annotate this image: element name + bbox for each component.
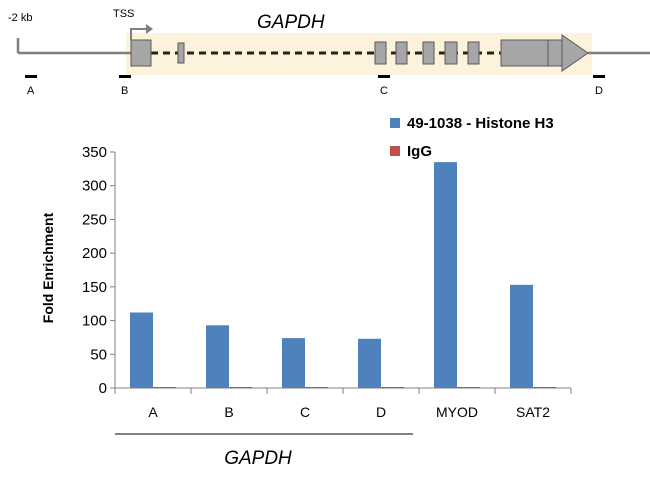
exon-4 — [395, 41, 408, 65]
y-tick-label: 100 — [82, 313, 107, 330]
y-tick-label: 300 — [82, 178, 107, 195]
x-category-label: MYOD — [436, 404, 478, 420]
gene-name: GAPDH — [257, 12, 325, 33]
y-axis-ticks: 0 50 100 150 200 250 300 350 — [82, 144, 115, 397]
exon-6 — [444, 41, 458, 65]
primer-a-label: A — [27, 85, 35, 97]
exon-last-body — [547, 39, 563, 67]
x-axis-categories: A B C D MYOD SAT2 — [114, 388, 572, 420]
gapdh-group-label: GAPDH — [224, 448, 292, 469]
exon-5 — [422, 41, 435, 65]
x-category-label: D — [376, 404, 386, 420]
primer-d-mark — [593, 75, 605, 78]
bar-chart: Fold Enrichment 0 50 100 150 200 250 300 350 A B… — [40, 144, 572, 469]
y-tick-label: 200 — [82, 245, 107, 262]
x-category-label: A — [148, 404, 158, 420]
bar-histone-h3-a — [130, 312, 153, 388]
tss-label: TSS — [113, 8, 134, 20]
y-tick-label: 150 — [82, 279, 107, 296]
bar-igg-b — [229, 387, 252, 388]
bars — [130, 162, 556, 388]
x-category-label: C — [300, 404, 310, 420]
tss-arrow-head — [146, 24, 153, 34]
exon-7 — [467, 41, 480, 65]
bar-histone-h3-d — [358, 338, 381, 388]
bar-igg-c — [305, 387, 328, 388]
y-tick-label: 350 — [82, 144, 107, 161]
y-axis-title: Fold Enrichment — [40, 212, 56, 323]
y-tick-label: 0 — [99, 380, 107, 397]
exon-8 — [500, 39, 549, 67]
legend-label-igg: IgG — [407, 143, 432, 160]
exon-1 — [130, 39, 152, 67]
primer-b-label: B — [121, 85, 128, 97]
y-tick-label: 50 — [90, 346, 107, 363]
primer-c-mark — [378, 75, 390, 78]
bar-histone-h3-c — [282, 338, 305, 388]
legend: 49-1038 - Histone H3 IgG — [390, 115, 554, 160]
x-category-label: B — [224, 404, 233, 420]
bar-histone-h3-sat2 — [510, 284, 533, 388]
bar-histone-h3-myod — [434, 162, 457, 388]
gene-map: TSS -2 kb GAPDH A B C D — [8, 8, 650, 97]
bar-histone-h3-b — [206, 325, 229, 388]
exon-2 — [177, 42, 185, 64]
primer-d-label: D — [595, 85, 603, 97]
bar-igg-sat2 — [533, 387, 556, 388]
bar-igg-a — [153, 387, 176, 388]
y-tick-label: 250 — [82, 211, 107, 228]
primer-b-mark — [119, 75, 131, 78]
legend-label-histone: 49-1038 - Histone H3 — [407, 115, 554, 132]
primer-c-label: C — [380, 85, 388, 97]
bar-igg-myod — [457, 387, 480, 388]
exon-3 — [374, 41, 387, 65]
legend-swatch-igg — [390, 146, 400, 156]
x-category-label: SAT2 — [516, 404, 550, 420]
upstream-label: -2 kb — [8, 12, 32, 24]
primer-a-mark — [25, 75, 37, 78]
tss-arrow — [130, 28, 146, 40]
legend-swatch-histone — [390, 118, 400, 128]
bar-igg-d — [381, 387, 404, 388]
